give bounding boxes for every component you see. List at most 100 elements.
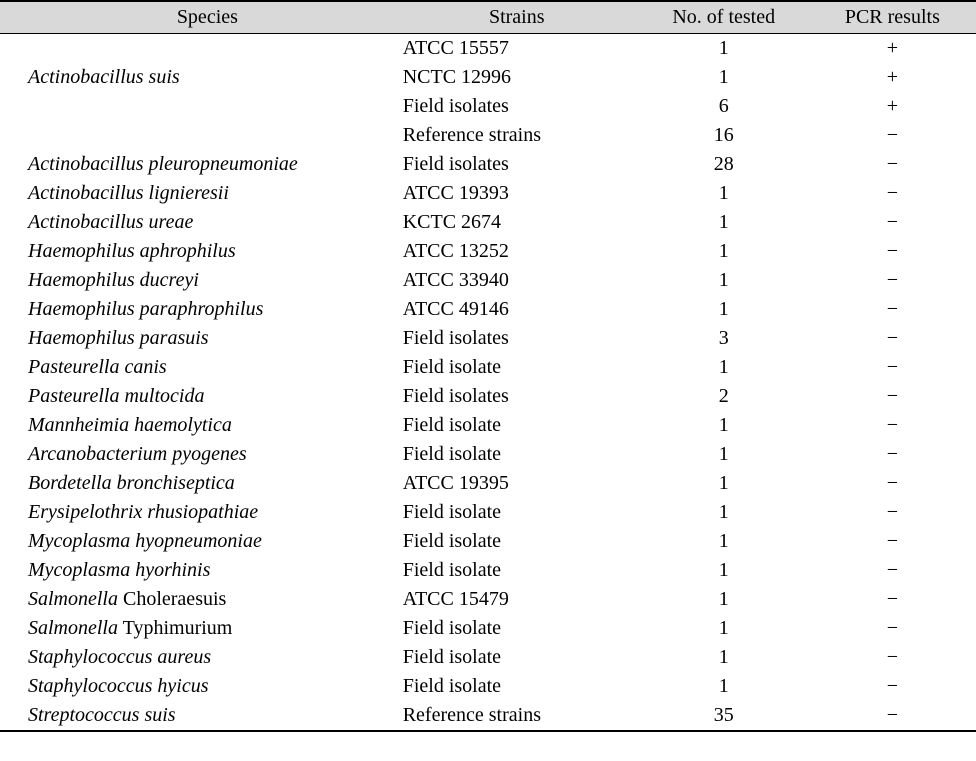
cell-species [0,121,395,150]
table-row: Salmonella TyphimuriumField isolate1− [0,614,976,643]
cell-species: Staphylococcus hyicus [0,672,395,701]
cell-species: Mycoplasma hyorhinis [0,556,395,585]
cell-species: Staphylococcus aureus [0,643,395,672]
cell-strains: ATCC 49146 [395,295,639,324]
cell-pcr: + [809,34,976,64]
cell-species [0,92,395,121]
cell-pcr: − [809,295,976,324]
cell-pcr: − [809,701,976,731]
table-row: Reference strains16− [0,121,976,150]
cell-count: 1 [639,63,809,92]
cell-species: Haemophilus aphrophilus [0,237,395,266]
table-row: Arcanobacterium pyogenesField isolate1− [0,440,976,469]
cell-pcr: − [809,208,976,237]
table-row: Actinobacillus suisNCTC 129961+ [0,63,976,92]
table-row: Streptococcus suisReference strains35− [0,701,976,731]
table-row: ATCC 155571+ [0,34,976,64]
cell-pcr: − [809,411,976,440]
cell-count: 1 [639,411,809,440]
col-header-count: No. of tested [639,1,809,34]
cell-strains: Field isolate [395,498,639,527]
cell-species: Actinobacillus pleuropneumoniae [0,150,395,179]
cell-pcr: − [809,353,976,382]
cell-count: 1 [639,643,809,672]
cell-species: Salmonella Typhimurium [0,614,395,643]
cell-count: 1 [639,237,809,266]
cell-species: Arcanobacterium pyogenes [0,440,395,469]
cell-count: 1 [639,179,809,208]
cell-species: Actinobacillus ureae [0,208,395,237]
cell-count: 3 [639,324,809,353]
cell-strains: Field isolate [395,672,639,701]
cell-species: Bordetella bronchiseptica [0,469,395,498]
table-row: Staphylococcus aureusField isolate1− [0,643,976,672]
cell-count: 6 [639,92,809,121]
cell-count: 1 [639,585,809,614]
cell-pcr: − [809,440,976,469]
cell-species: Pasteurella canis [0,353,395,382]
cell-strains: Field isolate [395,353,639,382]
cell-count: 35 [639,701,809,731]
cell-species: Streptococcus suis [0,701,395,731]
cell-count: 1 [639,614,809,643]
table-row: Mycoplasma hyorhinisField isolate1− [0,556,976,585]
cell-strains: ATCC 19393 [395,179,639,208]
cell-count: 1 [639,353,809,382]
cell-count: 1 [639,34,809,64]
table-header: Species Strains No. of tested PCR result… [0,1,976,34]
cell-count: 1 [639,498,809,527]
table-row: Haemophilus aphrophilusATCC 132521− [0,237,976,266]
cell-strains: Reference strains [395,121,639,150]
cell-pcr: − [809,527,976,556]
cell-count: 28 [639,150,809,179]
table-row: Erysipelothrix rhusiopathiaeField isolat… [0,498,976,527]
cell-pcr: − [809,498,976,527]
table-row: Actinobacillus lignieresiiATCC 193931− [0,179,976,208]
cell-pcr: + [809,92,976,121]
table-row: Actinobacillus ureaeKCTC 26741− [0,208,976,237]
col-header-species: Species [0,1,395,34]
cell-count: 1 [639,672,809,701]
table-row: Pasteurella multocidaField isolates2− [0,382,976,411]
cell-pcr: − [809,382,976,411]
cell-count: 1 [639,527,809,556]
cell-species: Haemophilus paraphrophilus [0,295,395,324]
cell-pcr: − [809,614,976,643]
col-header-strains: Strains [395,1,639,34]
cell-strains: Reference strains [395,701,639,731]
cell-count: 1 [639,208,809,237]
cell-species: Actinobacillus suis [0,63,395,92]
cell-count: 1 [639,266,809,295]
cell-strains: KCTC 2674 [395,208,639,237]
table-row: Haemophilus parasuisField isolates3− [0,324,976,353]
table-row: Pasteurella canisField isolate1− [0,353,976,382]
cell-strains: Field isolate [395,527,639,556]
table-body: ATCC 155571+Actinobacillus suisNCTC 1299… [0,34,976,732]
cell-species: Mycoplasma hyopneumoniae [0,527,395,556]
cell-count: 1 [639,469,809,498]
cell-pcr: − [809,150,976,179]
cell-count: 16 [639,121,809,150]
cell-strains: Field isolates [395,382,639,411]
table-row: Field isolates6+ [0,92,976,121]
cell-strains: ATCC 33940 [395,266,639,295]
cell-count: 1 [639,440,809,469]
cell-strains: Field isolate [395,440,639,469]
cell-strains: ATCC 15479 [395,585,639,614]
cell-strains: Field isolates [395,324,639,353]
table-row: Actinobacillus pleuropneumoniaeField iso… [0,150,976,179]
cell-count: 2 [639,382,809,411]
cell-species [0,34,395,64]
cell-strains: ATCC 13252 [395,237,639,266]
cell-strains: Field isolate [395,643,639,672]
table-row: Salmonella CholeraesuisATCC 154791− [0,585,976,614]
cell-pcr: − [809,237,976,266]
cell-count: 1 [639,295,809,324]
cell-strains: NCTC 12996 [395,63,639,92]
cell-pcr: − [809,266,976,295]
cell-strains: Field isolate [395,411,639,440]
col-header-pcr: PCR results [809,1,976,34]
cell-pcr: − [809,324,976,353]
cell-strains: ATCC 15557 [395,34,639,64]
cell-strains: Field isolate [395,614,639,643]
